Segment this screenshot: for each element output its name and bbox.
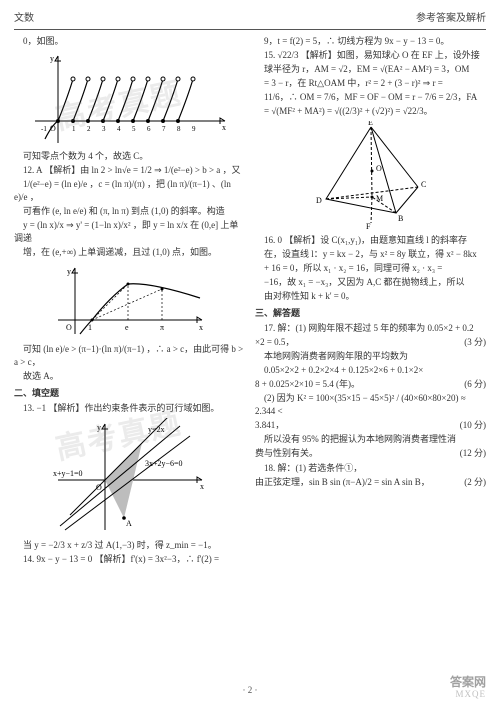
page-number: · 2 · [0,684,500,697]
svg-text:D: D [316,196,322,205]
svg-text:4: 4 [117,125,121,133]
svg-text:O: O [96,483,102,492]
text: 可知 (ln e)/e > (π−1)·(ln π)/(π−1) ，∴ a > … [14,343,245,369]
svg-text:e: e [125,323,129,332]
svg-text:7: 7 [162,125,166,133]
section-3: 三、解答题 [255,307,486,320]
svg-text:5: 5 [132,125,136,133]
svg-text:O: O [376,164,382,173]
score: (6 分) [464,378,486,391]
svg-text:E: E [368,121,373,127]
text: 由正弦定理，sin B sin (π−A)/2 = sin A sin B， [255,476,430,489]
svg-text:π: π [160,323,164,332]
svg-text:C: C [421,180,426,189]
text: 可知零点个数为 4 个，故选 C。 [14,150,245,163]
text: y = (ln x)/x ⇒ y' = (1−ln x)/x² ，即 y = l… [14,219,245,245]
svg-text:-1: -1 [41,125,47,133]
svg-text:x: x [222,123,226,132]
text: 3.841， [255,419,284,432]
figure-lp-region: y=2x x+y−1=0 3x+2y−6=0 O x y A [14,418,245,536]
svg-text:x: x [199,323,203,332]
svg-text:3x+2y−6=0: 3x+2y−6=0 [145,459,183,468]
text: 在，设直线 l：y = kx − 2，与 x² = 8y 联立，得 x² − 8… [255,248,486,261]
score: (10 分) [460,419,486,432]
q14: 14. 9x − y − 13 = 0 【解析】f'(x) = 3x²−3，∴ … [14,553,245,566]
text: 0，如图。 [14,35,245,48]
svg-text:O: O [66,323,72,332]
text: 由对称性知 k + k' = 0。 [255,290,486,303]
svg-text:M: M [376,194,383,203]
text: 增，在 (e,+∞) 上单调递减，且过 (1,0) 点，如图。 [14,246,245,259]
text: = 3 − r，在 Rt△OAM 中，r² = 2 + (3 − r)² ⇒ r… [255,77,486,90]
text: 本地网购消费者网购年限的平均数为 [255,350,486,363]
text: 所以没有 95% 的把握认为本地网购消费者理性消 [255,433,486,446]
q13: 13. −1 【解析】作出约束条件表示的可行域如图。 [14,402,245,415]
figure-branches: O -1 123 456 789 [14,51,245,147]
svg-text:1: 1 [72,125,76,133]
figure-lnx-over-x: O 1 e π x y [14,262,245,340]
score: (12 分) [460,447,486,460]
text: 11/6，∴ OM = 7/6，MF = OF − OM = r − 7/6 =… [255,91,486,104]
q12-lead: 12. A 【解析】由 ln 2 > ln√e = 1/2 ⇒ 1/(e²−e)… [14,164,245,177]
text: + 16 = 0，所以 x₁ · x₂ = 16，同理可得 x₂ · x₃ = [255,262,486,275]
text: 当 y = −2/3 x + z/3 过 A(1,−3) 时，得 z_min =… [14,539,245,552]
left-column: 0，如图。 O -1 1 2 3 4 5 6 7 8 9 [14,34,245,568]
svg-text:x+y−1=0: x+y−1=0 [53,469,83,478]
q16-lead: 16. 0 【解析】设 C(x₁,y₁)，由题意知直线 l 的斜率存 [255,234,486,247]
score: (2 分) [464,476,486,489]
text: = √(MF² + MA²) = √((2/3)² + (√2)²) = √22… [255,105,486,118]
score: (3 分) [464,336,486,349]
svg-text:F: F [366,222,371,231]
text: ×2 = 0.5， [255,336,294,349]
text: 17. 解：(1) 网购年限不超过 5 年的频率为 0.05×2 + 0.2 [255,322,486,335]
svg-text:9: 9 [192,125,196,133]
svg-text:y=2x: y=2x [148,425,165,434]
q15-lead: 15. √22/3 【解析】如图，易知球心 O 在 EF 上，设外接 [255,49,486,62]
text: 0.05×2×2 + 0.2×2×4 + 0.125×2×6 + 0.1×2× [255,364,486,377]
text: 8 + 0.025×2×10 = 5.4 (年)。 [255,378,360,391]
text: 球半径为 r，AM = √2，EM = √(EA² − AM²) = 3，OM [255,63,486,76]
header-bar: 文数 参考答案及解析 [14,12,486,30]
svg-text:y: y [97,423,101,432]
svg-text:A: A [126,519,132,528]
text: 可看作 (e, ln e/e) 和 (π, ln π) 到点 (1,0) 的斜率… [14,205,245,218]
svg-text:2: 2 [87,125,91,133]
header-right: 参考答案及解析 [416,12,486,27]
svg-text:8: 8 [177,125,181,133]
svg-text:x: x [200,482,204,491]
text: 9，t = f(2) = 5，∴ 切线方程为 9x − y − 13 = 0。 [255,35,486,48]
svg-text:6: 6 [147,125,151,133]
svg-text:3: 3 [102,125,106,133]
text: −16，故 x₁ = −x₃，又因为 A,C 都在抛物线上，所以 [255,276,486,289]
figure-tetra: E D B C O M F [255,121,486,231]
svg-text:y: y [50,54,54,63]
right-column: 9，t = f(2) = 5，∴ 切线方程为 9x − y − 13 = 0。 … [255,34,486,568]
text: 故选 A。 [14,370,245,383]
svg-text:B: B [398,214,403,223]
header-left: 文数 [14,12,34,27]
svg-text:y: y [67,267,71,276]
text: 费与性别有关。 [255,447,318,460]
text: 18. 解：(1) 若选条件①， [255,462,486,475]
text: 1/(e²−e) = (ln e)/e ，c = (ln π)/(π) ，把 (… [14,178,245,204]
section-2: 二、填空题 [14,387,245,400]
text: (2) 因为 K² = 100×(35×15 − 45×5)² / (40×60… [255,392,486,418]
